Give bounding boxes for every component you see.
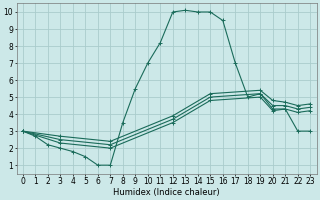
X-axis label: Humidex (Indice chaleur): Humidex (Indice chaleur) [113, 188, 220, 197]
